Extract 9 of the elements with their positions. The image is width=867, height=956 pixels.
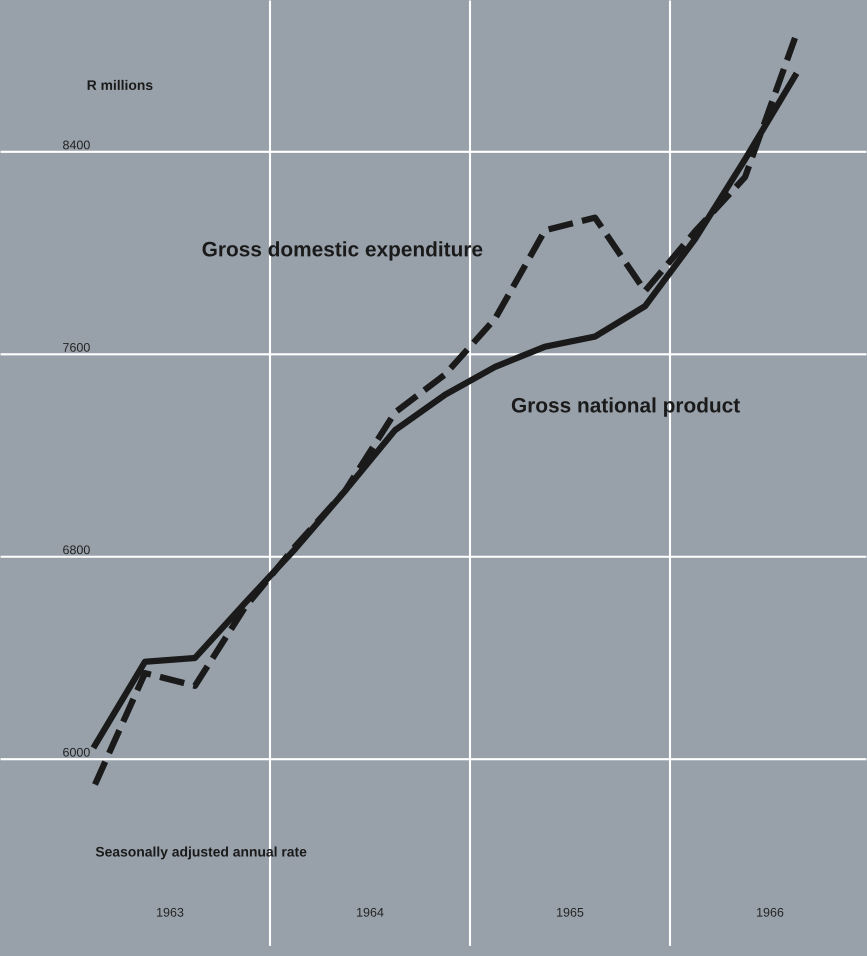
x-tick-label: 1964 — [357, 908, 384, 917]
y-tick-label: 6000 — [63, 748, 90, 757]
annotation: R millions — [88, 80, 152, 90]
y-tick-label: 7600 — [63, 342, 90, 352]
x-tick-label: 1966 — [757, 908, 784, 917]
x-tick-label: 1963 — [157, 908, 184, 917]
x-tick-label: 1965 — [557, 908, 584, 917]
y-tick-label: 8400 — [63, 140, 90, 150]
y-tick-label: 6800 — [63, 545, 90, 554]
